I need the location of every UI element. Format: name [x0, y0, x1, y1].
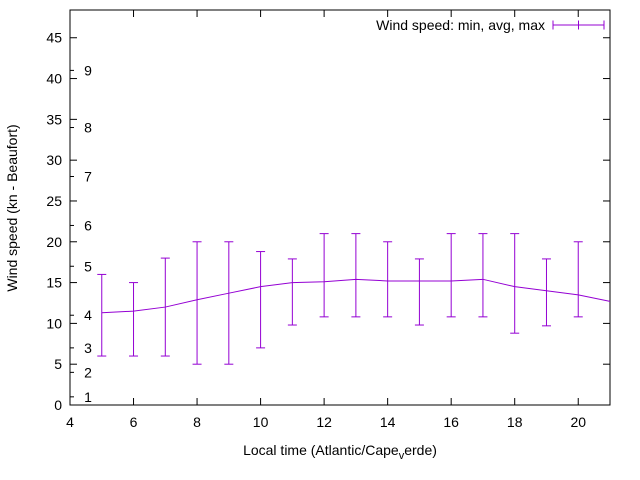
y-tick-label: 45 [46, 30, 62, 46]
x-tick-label: 6 [130, 414, 138, 430]
legend-errorbar-sample-icon [552, 20, 605, 30]
x-tick-label: 16 [443, 414, 459, 430]
error-bar [287, 258, 297, 326]
beaufort-tick-label: 4 [84, 307, 92, 323]
beaufort-tick-label: 8 [84, 120, 92, 136]
avg-line [101, 278, 611, 314]
error-bar [541, 258, 551, 327]
error-bar [446, 233, 456, 318]
axis-tick-labels: 4 6 8 10 12 14 16 18 200510152025303540451234567… [46, 30, 586, 430]
beaufort-tick-label: 9 [84, 62, 92, 78]
x-tick-label: 14 [380, 414, 396, 430]
x-axis-label-pre: Local time (Atlantic/Cape [243, 442, 399, 458]
y-tick-label: 35 [46, 111, 62, 127]
x-tick-label: 20 [570, 414, 586, 430]
x-tick-label: 4 [66, 414, 74, 430]
y-tick-label: 0 [54, 397, 62, 413]
plot-border [69, 9, 611, 406]
legend-sample-lines [552, 20, 605, 30]
axis-ticks [69, 10, 610, 406]
y-tick-label: 10 [46, 315, 62, 331]
data-series [97, 233, 611, 365]
error-bar [383, 241, 393, 318]
x-axis-label-sub: v [399, 450, 405, 462]
x-tick-label: 12 [316, 414, 332, 430]
y-tick-label: 30 [46, 152, 62, 168]
error-bar [573, 241, 583, 318]
error-bar [510, 233, 520, 334]
error-bar [351, 233, 361, 318]
error-bar [129, 282, 139, 357]
error-bar [319, 233, 329, 318]
error-bar [224, 241, 234, 365]
x-tick-label: 10 [253, 414, 269, 430]
x-tick-label: 8 [193, 414, 201, 430]
x-axis-label-post: erde) [404, 442, 437, 458]
beaufort-tick-label: 5 [84, 258, 92, 274]
error-bar [192, 241, 202, 365]
y-tick-label: 5 [54, 356, 62, 372]
error-bar [97, 273, 107, 357]
y-tick-label: 40 [46, 71, 62, 87]
error-bar [414, 258, 424, 326]
beaufort-tick-label: 1 [84, 389, 92, 405]
legend: Wind speed: min, avg, max [376, 17, 605, 33]
beaufort-tick-label: 3 [84, 340, 92, 356]
x-axis-label: Local time (Atlantic/Capeverde) [243, 442, 437, 462]
error-bar [256, 251, 266, 349]
y-axis-label: Wind speed (kn - Beaufort) [4, 124, 20, 291]
beaufort-tick-label: 7 [84, 168, 92, 184]
y-tick-label: 20 [46, 234, 62, 250]
x-tick-label: 18 [507, 414, 523, 430]
y-tick-label: 25 [46, 193, 62, 209]
error-bar [478, 233, 488, 318]
beaufort-tick-label: 6 [84, 217, 92, 233]
y-tick-label: 15 [46, 275, 62, 291]
beaufort-tick-label: 2 [84, 364, 92, 380]
legend-label: Wind speed: min, avg, max [376, 17, 545, 33]
